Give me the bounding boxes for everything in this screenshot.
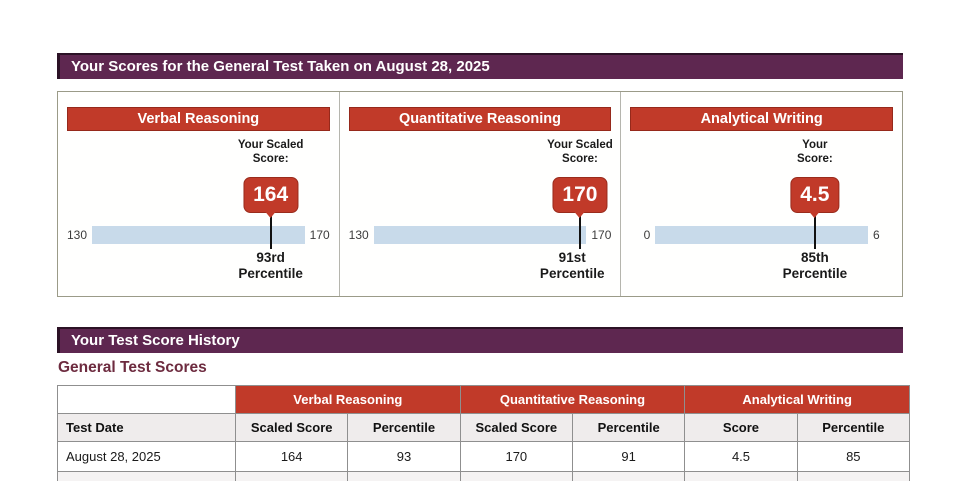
cell-quant-percentile: 91 <box>571 441 686 472</box>
verbal-scale-min: 130 <box>66 228 87 242</box>
quantitative-panel: Quantitative Reasoning 130 Your Scaled S… <box>338 92 621 296</box>
col-header-verbal-scaled-score: Scaled Score <box>234 413 349 442</box>
analytical-writing-score-badge: 4.5 <box>790 177 840 218</box>
analytical-writing-panel: Analytical Writing 0 Your Score: 4.5 <box>620 92 902 296</box>
quantitative-gauge-bar: Your Scaled Score: 170 91st Percentile <box>373 139 613 281</box>
verbal-score-badge: 164 <box>243 177 299 218</box>
verbal-scale-max: 170 <box>309 228 330 242</box>
group-header-row: Verbal Reasoning Quantitative Reasoning … <box>57 385 910 414</box>
analytical-writing-badge-notch <box>809 212 820 218</box>
quantitative-needle-line <box>578 213 581 249</box>
quantitative-score-badge: 170 <box>552 177 608 218</box>
col-header-test-date: Test Date <box>57 413 236 442</box>
analytical-writing-panel-title: Analytical Writing <box>630 107 894 131</box>
cell-quant-scaled-score: 170 <box>459 441 573 472</box>
verbal-gauge-bar: Your Scaled Score: 164 93rd Percentile <box>92 139 305 281</box>
general-test-scores-heading: General Test Scores <box>58 359 207 376</box>
history-section-header: Your Test Score History <box>57 327 903 353</box>
verbal-panel: Verbal Reasoning 130 Your Scaled Score: … <box>58 92 339 296</box>
group-header-quantitative: Quantitative Reasoning <box>459 385 686 414</box>
corner-spacer-cell <box>57 385 236 414</box>
col-header-verbal-percentile: Percentile <box>347 413 461 442</box>
cell-verbal-scaled-score: 164 <box>234 441 349 472</box>
column-header-row: Test Date Scaled Score Percentile Scaled… <box>57 413 911 442</box>
analytical-writing-gauge-bar: Your Score: 4.5 85th Percentile <box>655 139 869 281</box>
col-header-aw-score: Score <box>684 413 798 442</box>
verbal-score-label: Your Scaled Score: <box>237 139 304 166</box>
quantitative-gauge-row: 130 Your Scaled Score: 170 91st <box>344 139 617 281</box>
analytical-writing-scale-min: 0 <box>643 228 651 242</box>
table-row: August 28, 2025 164 93 170 91 4.5 85 <box>57 441 911 472</box>
group-header-verbal: Verbal Reasoning <box>235 385 461 414</box>
history-section-title: Your Test Score History <box>71 332 240 349</box>
verbal-gauge-row: 130 Your Scaled Score: 164 93rd <box>62 139 335 281</box>
cell-aw-percentile: 85 <box>796 441 911 472</box>
cell-verbal-percentile: 93 <box>347 441 461 472</box>
analytical-writing-score-label: Your Score: <box>796 139 833 166</box>
analytical-writing-gauge-row: 0 Your Score: 4.5 85th <box>625 139 898 281</box>
score-panels-container: Verbal Reasoning 130 Your Scaled Score: … <box>57 91 903 297</box>
analytical-writing-percentile: 85th Percentile <box>782 250 848 281</box>
verbal-percentile: 93rd Percentile <box>238 250 303 281</box>
quantitative-scale-max: 170 <box>591 228 612 242</box>
col-header-quant-scaled-score: Scaled Score <box>459 413 573 442</box>
col-header-quant-percentile: Percentile <box>571 413 686 442</box>
cell-aw-score: 4.5 <box>684 441 798 472</box>
table-row-partial <box>57 471 911 481</box>
analytical-writing-needle-line <box>813 213 816 249</box>
verbal-badge-notch <box>265 212 276 218</box>
quantitative-scale-min: 130 <box>348 228 369 242</box>
scores-section-title: Your Scores for the General Test Taken o… <box>71 58 490 75</box>
col-header-aw-percentile: Percentile <box>796 413 911 442</box>
quantitative-panel-title: Quantitative Reasoning <box>348 107 612 131</box>
verbal-needle-line <box>269 213 272 249</box>
group-header-analytical-writing: Analytical Writing <box>684 385 910 414</box>
quantitative-badge-notch <box>574 212 585 218</box>
quantitative-percentile: 91st Percentile <box>539 250 605 281</box>
quantitative-score-label: Your Scaled Score: <box>547 139 613 166</box>
analytical-writing-scale-max: 6 <box>873 228 880 242</box>
verbal-panel-title: Verbal Reasoning <box>67 107 330 131</box>
score-history-table: Verbal Reasoning Quantitative Reasoning … <box>57 385 911 481</box>
cell-test-date: August 28, 2025 <box>57 441 236 472</box>
scores-section-header: Your Scores for the General Test Taken o… <box>57 53 903 79</box>
